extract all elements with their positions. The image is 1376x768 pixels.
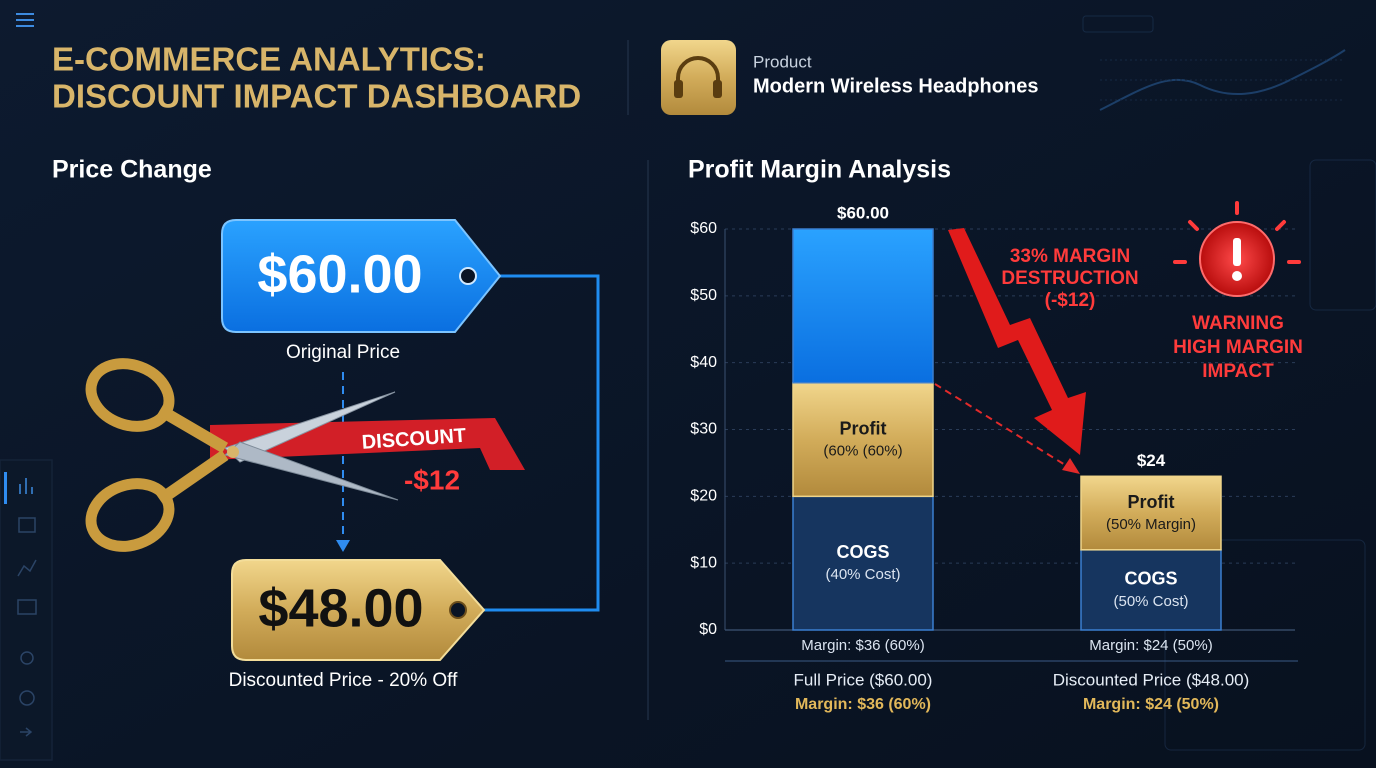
margin-note: Margin: $24 (50%): [1089, 637, 1212, 654]
bar-segment: [1080, 475, 1222, 551]
product-icon: [661, 40, 736, 115]
bar-segment: [792, 495, 934, 631]
segment-note: (60% (60%): [823, 442, 902, 459]
product-name: Modern Wireless Headphones: [753, 75, 1038, 97]
title-line: DISCOUNT IMPACT DASHBOARD: [52, 78, 581, 115]
annotation: DESTRUCTION: [1001, 268, 1138, 289]
original-price: $60.00: [257, 244, 422, 304]
section-title: Price Change: [52, 156, 212, 184]
header-title: E-COMMERCE ANALYTICS: DISCOUNT IMPACT DA…: [52, 41, 581, 115]
warning-text: HIGH MARGIN: [1173, 337, 1303, 358]
headphones-icon: [676, 56, 720, 92]
title-line: E-COMMERCE ANALYTICS:: [52, 41, 486, 78]
scissors: [85, 358, 399, 552]
discounted-price: $48.00: [258, 578, 423, 638]
warning-ray: [1275, 220, 1286, 231]
discount-amount: -$12: [404, 464, 460, 495]
warning-text: IMPACT: [1202, 361, 1274, 382]
annotation: (-$12): [1045, 290, 1096, 311]
y-tick-label: $0: [699, 621, 717, 638]
x-tick-label: Discounted Price ($48.00): [1053, 670, 1250, 689]
margin-summary: Margin: $24 (50%): [1083, 696, 1219, 713]
x-tick-label: Full Price ($60.00): [794, 670, 933, 689]
segment-note: (50% Margin): [1106, 516, 1196, 533]
bar-segment: [792, 381, 934, 498]
original-label: Original Price: [286, 342, 400, 363]
y-tick-label: $40: [690, 354, 717, 371]
dashed-arrow: [934, 383, 1071, 469]
segment-note: (40% Cost): [825, 566, 900, 583]
segment-name: COGS: [836, 542, 889, 562]
price-tag: [231, 559, 486, 661]
annotation: 33% MARGIN: [1010, 246, 1130, 267]
price-tag: [221, 219, 502, 333]
segment-note: (50% Cost): [1113, 593, 1188, 610]
bar-segment: [1080, 549, 1222, 631]
y-tick-label: $20: [690, 488, 717, 505]
menu-icon[interactable]: [16, 13, 34, 27]
chart: $0 $10 $20 $30 $40 $50 $60 COGS (40% Cost) Profit…: [690, 201, 1303, 713]
y-tick-label: $10: [690, 554, 717, 571]
bar-label: $60.00: [837, 203, 889, 222]
bar-label: $24: [1137, 451, 1166, 470]
y-tick-label: $60: [690, 220, 717, 237]
product-label: Product: [753, 52, 812, 71]
margin-summary: Margin: $36 (60%): [795, 696, 931, 713]
y-tick-label: $30: [690, 421, 717, 438]
y-tick-label: $50: [690, 287, 717, 304]
warning-ray: [1188, 220, 1199, 231]
warning-dot: [1232, 271, 1242, 281]
sidebar: [0, 459, 53, 761]
section-title: Profit Margin Analysis: [688, 156, 951, 184]
margin-note: Margin: $36 (60%): [801, 637, 924, 654]
discounted-label: Discounted Price - 20% Off: [229, 670, 459, 691]
warning-text: WARNING: [1192, 313, 1284, 334]
bar-segment: [792, 228, 934, 384]
trend-arrow: [948, 228, 1086, 455]
connector: [484, 274, 600, 612]
warning-mark: [1233, 238, 1241, 266]
arrow-head: [1062, 458, 1080, 474]
segment-name: Profit: [1128, 492, 1175, 512]
background-widget: [1082, 15, 1376, 751]
segment-name: Profit: [840, 418, 887, 438]
segment-name: COGS: [1124, 569, 1177, 589]
